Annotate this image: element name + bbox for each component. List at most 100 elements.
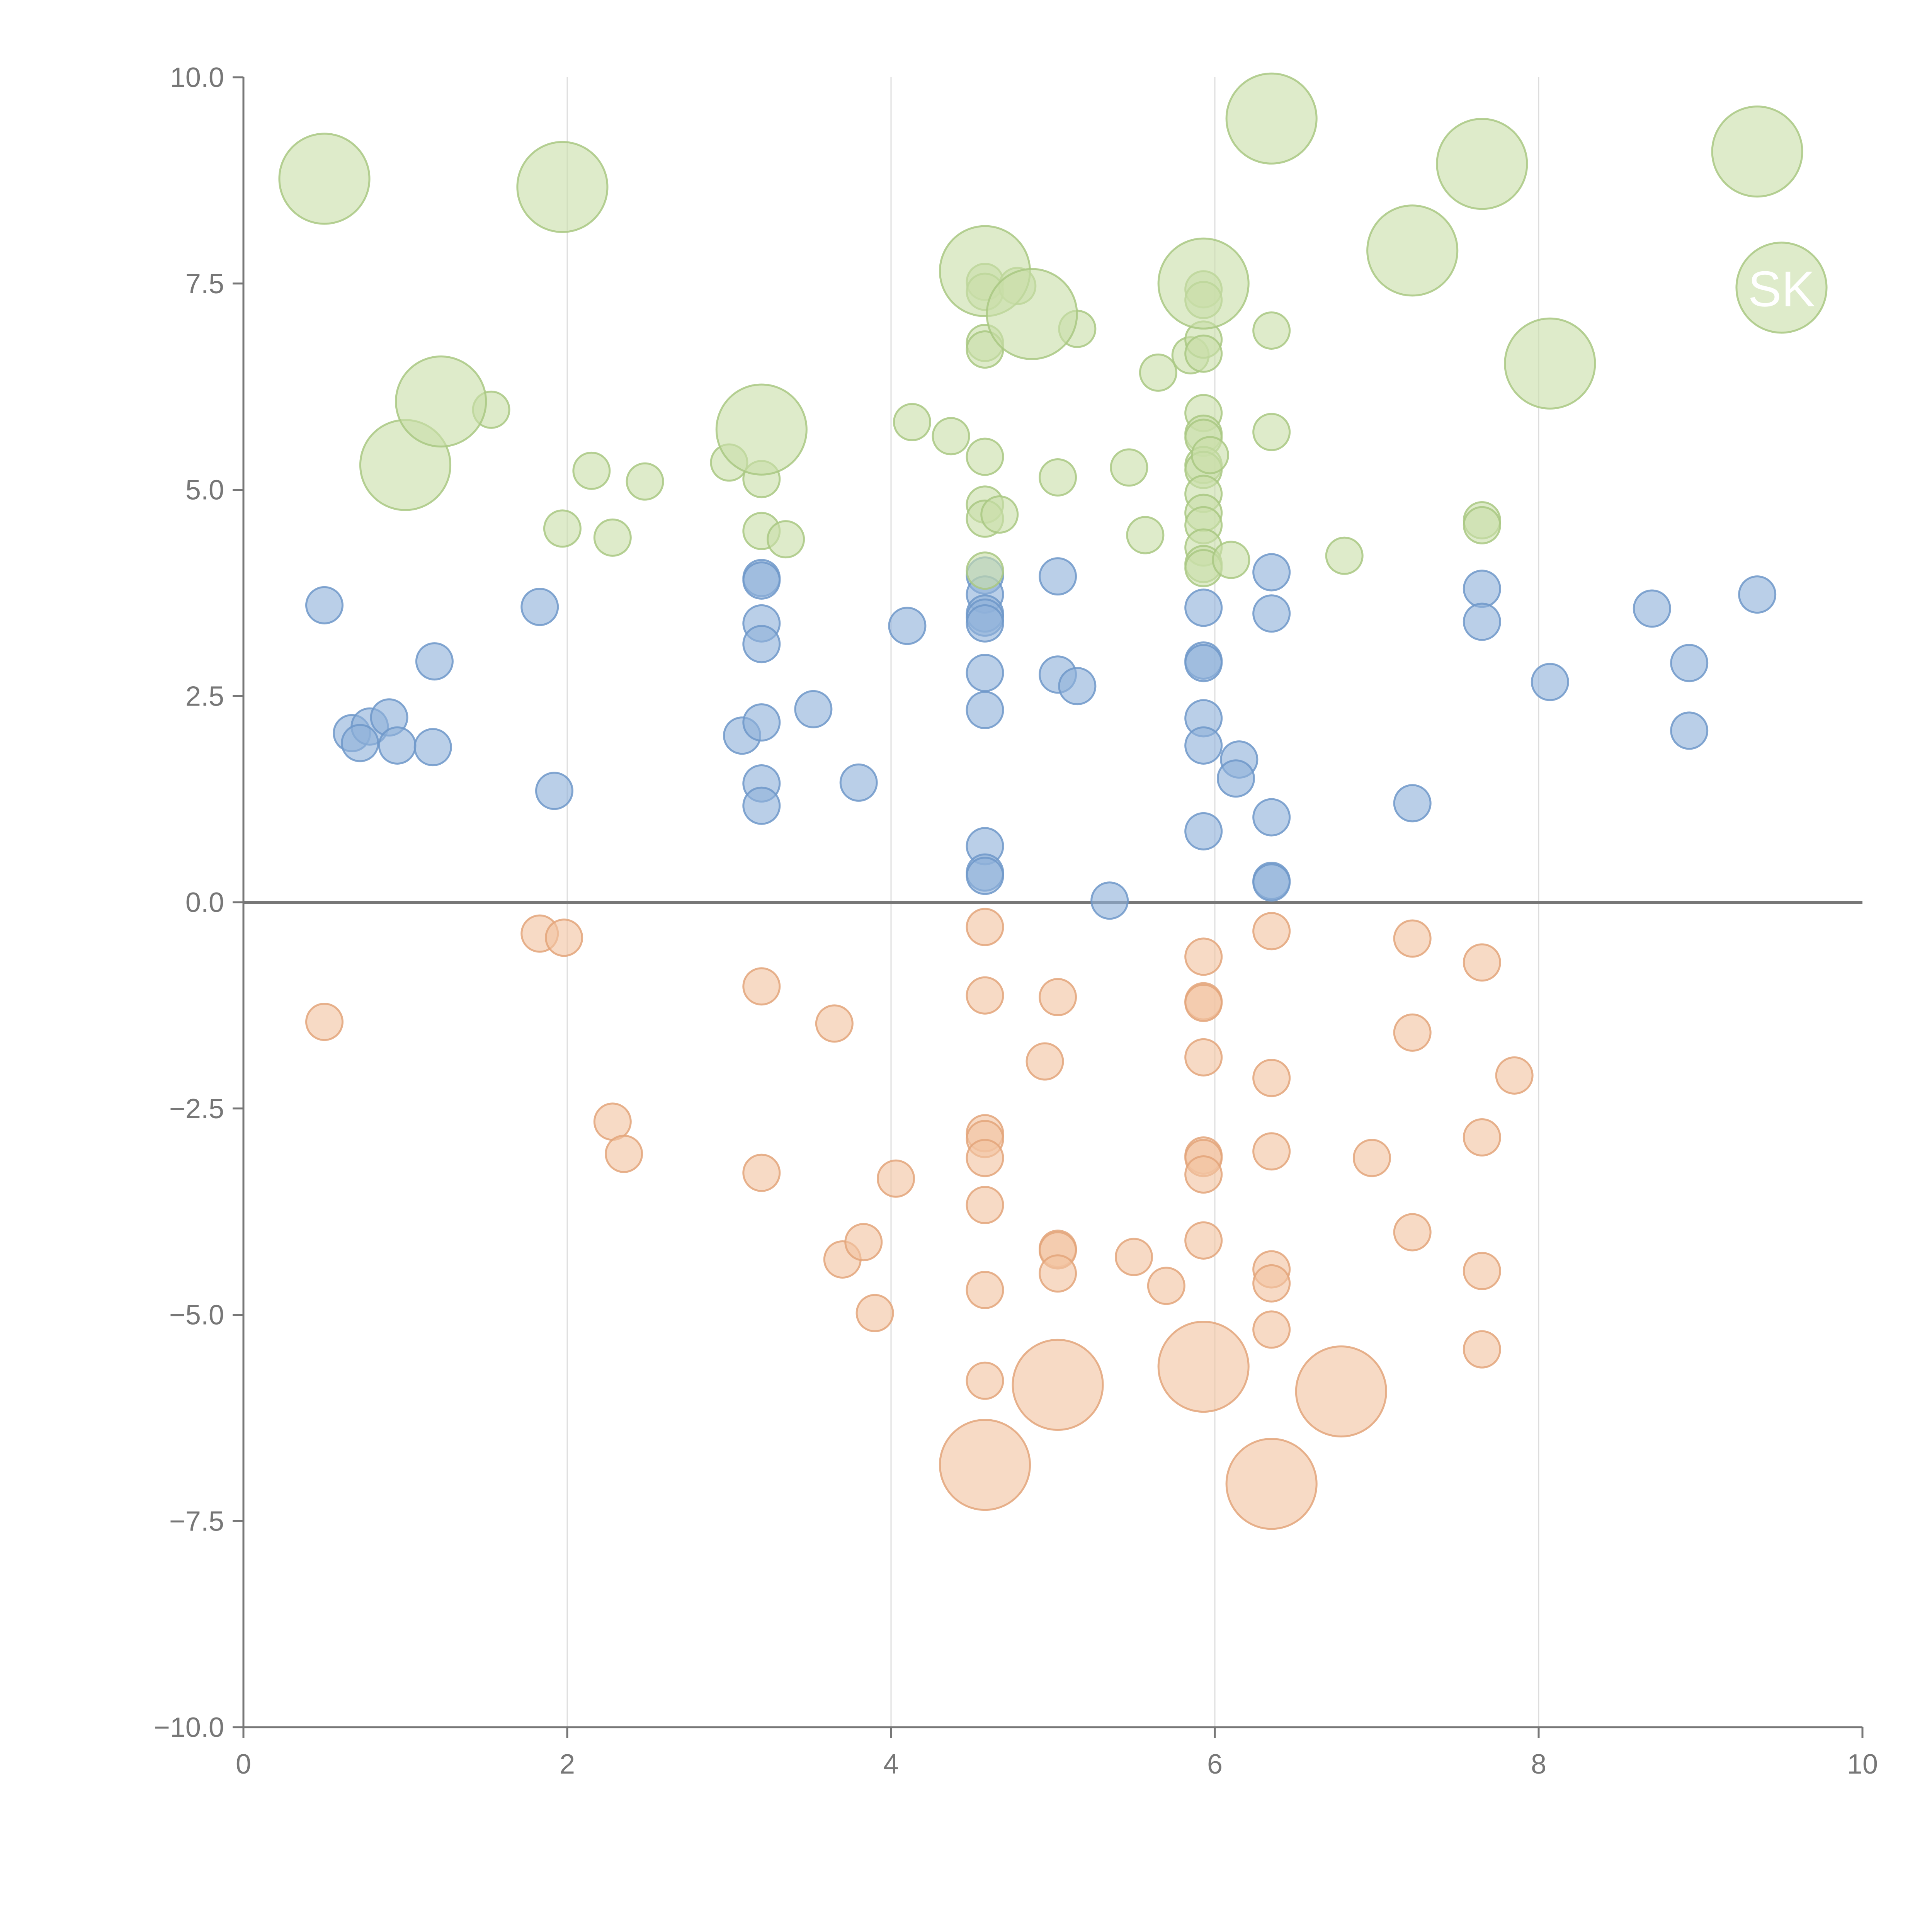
- positive-point: [341, 724, 379, 762]
- x-tick-label: 10: [1847, 1749, 1878, 1780]
- positive-point: [1184, 644, 1223, 682]
- positive-high-point: [543, 509, 582, 548]
- negative-point: [966, 908, 1004, 946]
- positive-point: [1393, 784, 1432, 823]
- positive-point: [966, 691, 1004, 730]
- x-tick-label: 0: [236, 1749, 251, 1780]
- positive-high-point: [1463, 506, 1501, 544]
- positive-high-point: [966, 437, 1004, 476]
- negative-point: [815, 1004, 854, 1043]
- positive-high-point: [1157, 237, 1250, 330]
- positive-point: [839, 763, 878, 802]
- y-tick-label: 5.0: [185, 475, 224, 506]
- negative-point: [1463, 1330, 1501, 1369]
- negative-point: [1184, 1155, 1223, 1194]
- y-tick-label: 10.0: [170, 62, 224, 93]
- negative-point: [966, 1361, 1004, 1400]
- positive-point: [1184, 588, 1223, 627]
- positive-high-point: [1212, 541, 1250, 579]
- positive-high-point: [1735, 242, 1828, 334]
- positive-point: [1670, 644, 1709, 682]
- positive-high-point: [1325, 536, 1364, 575]
- negative-point: [877, 1159, 915, 1198]
- negative-point: [1225, 1438, 1318, 1530]
- negative-point: [1157, 1320, 1250, 1413]
- positive-high-point: [626, 462, 664, 501]
- negative-point: [545, 918, 583, 957]
- positive-high-point: [1252, 413, 1291, 451]
- positive-high-point: [278, 133, 371, 225]
- negative-point: [1184, 937, 1223, 976]
- positive-point: [742, 703, 781, 742]
- negative-point: [1463, 1252, 1501, 1290]
- negative-point: [1393, 919, 1432, 958]
- negative-point: [855, 1294, 894, 1332]
- positive-high-point: [1504, 317, 1596, 410]
- positive-point: [1252, 553, 1291, 592]
- negative-point: [1039, 978, 1077, 1017]
- positive-point: [1463, 602, 1501, 641]
- negative-point: [742, 967, 781, 1006]
- positive-high-point: [1252, 311, 1291, 350]
- positive-high-point: [1139, 353, 1177, 392]
- y-tick-label: 2.5: [185, 681, 224, 712]
- positive-high-point: [986, 268, 1078, 360]
- positive-high-point: [1126, 516, 1165, 554]
- positive-point: [794, 690, 833, 728]
- negative-point: [1252, 1264, 1291, 1303]
- negative-point: [1393, 1013, 1432, 1052]
- positive-point: [1058, 667, 1097, 706]
- positive-high-point: [1190, 436, 1229, 474]
- positive-point: [1039, 557, 1077, 596]
- positive-point: [742, 786, 781, 825]
- negative-point: [1252, 912, 1291, 951]
- positive-high-point: [1225, 72, 1318, 165]
- positive-point: [1184, 812, 1223, 850]
- positive-point: [1633, 589, 1671, 628]
- positive-high-point: [932, 417, 970, 456]
- negative-point: [1026, 1042, 1064, 1081]
- negative-point: [1295, 1345, 1387, 1438]
- positive-high-point: [1436, 118, 1528, 210]
- positive-point: [742, 561, 781, 600]
- x-tick-label: 6: [1207, 1749, 1223, 1780]
- positive-high-point: [1184, 334, 1223, 373]
- positive-high-point: [572, 451, 611, 490]
- positive-high-point: [980, 495, 1019, 534]
- positive-point: [888, 607, 927, 645]
- positive-point: [1184, 726, 1223, 765]
- negative-point: [966, 1186, 1004, 1225]
- y-tick-label: −10.0: [154, 1712, 224, 1743]
- annotation-label: SK: [1748, 260, 1815, 317]
- axes-layer: 10.0 7.5 5.0 2.5 0.0 −2.5 −5.0 −7.5 −10.0 0 2 4 6 8 10: [154, 62, 1878, 1780]
- positive-high-point: [1711, 105, 1803, 198]
- negative-point: [742, 1153, 781, 1192]
- y-tick-label: −2.5: [169, 1094, 224, 1124]
- positive-high-point: [715, 383, 808, 476]
- positive-point: [1252, 798, 1291, 837]
- positive-point: [415, 642, 454, 681]
- negative-point: [1393, 1213, 1432, 1252]
- positive-high-point: [516, 141, 609, 233]
- positive-point: [520, 588, 559, 626]
- positive-point: [1738, 575, 1777, 614]
- positive-point: [1252, 863, 1291, 902]
- y-tick-label: 0.0: [185, 887, 224, 918]
- negative-point: [1463, 943, 1501, 982]
- negative-point: [1039, 1254, 1077, 1293]
- y-tick-label: −7.5: [169, 1506, 224, 1537]
- positive-high-point: [893, 403, 931, 441]
- annotation-layer: SK: [1748, 260, 1815, 317]
- negative-point: [966, 976, 1004, 1015]
- negative-point: [1463, 1118, 1501, 1156]
- bubble-layer: [278, 72, 1828, 1530]
- negative-point: [1184, 1221, 1223, 1260]
- positive-point: [1531, 663, 1569, 701]
- negative-point: [1184, 1038, 1223, 1077]
- negative-point: [1184, 983, 1223, 1022]
- negative-point: [305, 1003, 344, 1041]
- y-tick-label: 7.5: [185, 269, 224, 299]
- negative-point: [939, 1419, 1031, 1511]
